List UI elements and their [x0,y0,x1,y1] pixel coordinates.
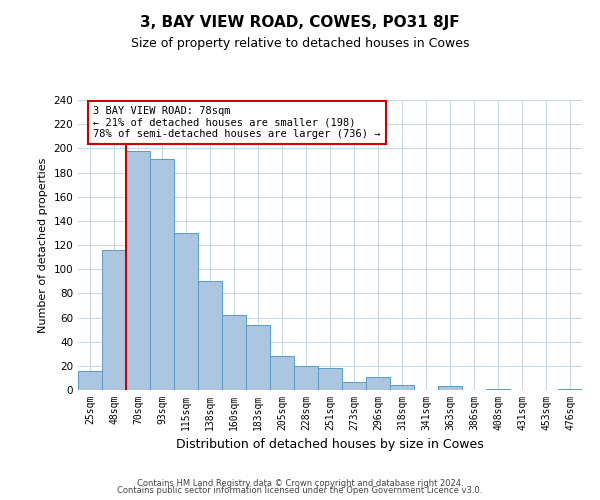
Bar [294,366,318,390]
Bar [318,368,342,390]
Text: 3, BAY VIEW ROAD, COWES, PO31 8JF: 3, BAY VIEW ROAD, COWES, PO31 8JF [140,15,460,30]
Bar [150,159,174,390]
Bar [438,386,462,390]
Bar [390,385,414,390]
Text: Contains public sector information licensed under the Open Government Licence v3: Contains public sector information licen… [118,486,482,495]
Bar [342,382,366,390]
Bar [486,389,510,390]
Text: 3 BAY VIEW ROAD: 78sqm
← 21% of detached houses are smaller (198)
78% of semi-de: 3 BAY VIEW ROAD: 78sqm ← 21% of detached… [93,106,380,139]
Text: Contains HM Land Registry data © Crown copyright and database right 2024.: Contains HM Land Registry data © Crown c… [137,478,463,488]
Y-axis label: Number of detached properties: Number of detached properties [38,158,48,332]
Text: Size of property relative to detached houses in Cowes: Size of property relative to detached ho… [131,38,469,51]
Bar [78,370,102,390]
Bar [126,151,150,390]
Bar [246,325,270,390]
X-axis label: Distribution of detached houses by size in Cowes: Distribution of detached houses by size … [176,438,484,452]
Bar [558,389,582,390]
Bar [222,315,246,390]
Bar [174,233,198,390]
Bar [270,356,294,390]
Bar [366,376,390,390]
Bar [198,281,222,390]
Bar [102,250,126,390]
